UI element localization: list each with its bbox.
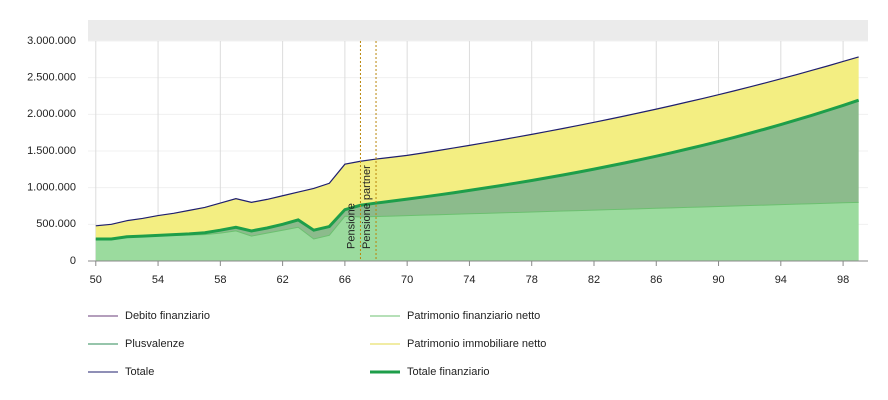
legend-label: Totale finanziario [407, 366, 490, 378]
line [95, 56, 859, 227]
x-tick-label: 70 [401, 274, 413, 286]
x-tick-label: 86 [650, 274, 662, 286]
legend-label: Totale [125, 366, 154, 378]
y-tick-label: 2.500.000 [27, 72, 76, 84]
x-tick-label: 94 [775, 274, 787, 286]
line [95, 98, 860, 241]
area [95, 202, 859, 261]
x-tick-label: 98 [837, 274, 849, 286]
area [95, 100, 859, 240]
x-tick-label: 54 [152, 274, 164, 286]
y-tick-label: 500.000 [36, 218, 76, 230]
legend-label: Debito finanziario [125, 310, 210, 322]
annotation-label: Pensione [345, 203, 357, 249]
x-tick-label: 78 [526, 274, 538, 286]
x-tick-label: 58 [214, 274, 226, 286]
line [95, 201, 859, 240]
annotation-label: Pensione partner [361, 165, 373, 249]
y-tick-label: 0 [70, 255, 76, 267]
legend-label: Patrimonio finanziario netto [407, 310, 540, 322]
area [95, 56, 859, 240]
plot-header-band [88, 20, 868, 41]
x-tick-label: 62 [276, 274, 288, 286]
x-tick-label: 74 [463, 274, 475, 286]
x-tick-label: 82 [588, 274, 600, 286]
legend-label: Patrimonio immobiliare netto [407, 338, 546, 350]
x-tick-label: 90 [712, 274, 724, 286]
x-tick-label: 66 [339, 274, 351, 286]
y-tick-label: 3.000.000 [27, 35, 76, 47]
x-tick-label: 50 [90, 274, 102, 286]
legend-label: Plusvalenze [125, 338, 184, 350]
y-tick-label: 2.000.000 [27, 108, 76, 120]
y-tick-label: 1.000.000 [27, 182, 76, 194]
y-tick-label: 1.500.000 [27, 145, 76, 157]
